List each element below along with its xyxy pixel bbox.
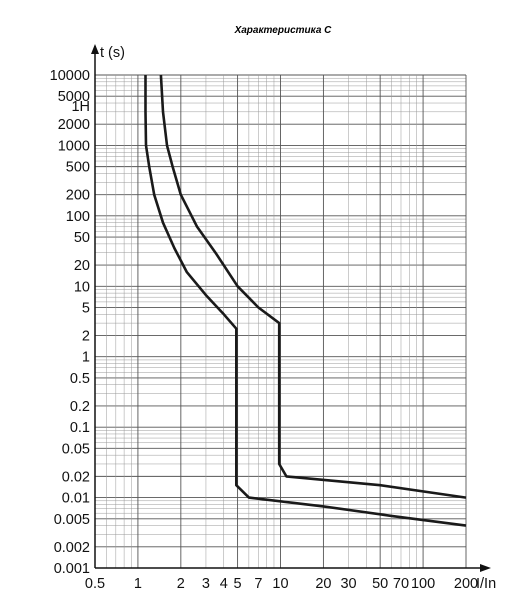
x-tick-label: 3 <box>202 576 210 592</box>
x-tick-label: 70 <box>393 576 409 592</box>
y-tick-label: 0.002 <box>54 540 90 556</box>
y-tick-label: 5000 <box>58 89 90 105</box>
chart-title: Характеристика С <box>234 25 333 36</box>
y-tick-label: 2 <box>82 329 90 345</box>
x-tick-label: 20 <box>315 576 331 592</box>
y-tick-label: 2000 <box>58 117 90 133</box>
y-tick-label: 0.02 <box>62 469 90 485</box>
x-tick-label: 2 <box>177 576 185 592</box>
x-tick-label: 4 <box>220 576 228 592</box>
y-axis-arrow <box>91 44 99 54</box>
y-tick-label: 0.01 <box>62 491 90 507</box>
x-tick-labels: 0.5 1 2 3 4 5 7 10 20 30 50 70 100 200 <box>85 576 478 592</box>
y-tick-label: 20 <box>74 258 90 274</box>
y-tick-label: 10 <box>74 279 90 295</box>
x-axis-arrow <box>480 564 491 572</box>
x-tick-label: 7 <box>254 576 262 592</box>
axes <box>91 44 491 572</box>
curve-1 <box>144 75 467 527</box>
y-tick-label: 10000 <box>50 68 90 84</box>
y-tick-label: 1 <box>82 350 90 366</box>
x-tick-label: 5 <box>234 576 242 592</box>
x-tick-label: 50 <box>372 576 388 592</box>
x-tick-label: 30 <box>340 576 356 592</box>
x-axis-label: I/In <box>476 576 496 592</box>
x-tick-label: 100 <box>411 576 435 592</box>
y-tick-label: 5 <box>82 300 90 316</box>
curve-2 <box>159 74 467 499</box>
y-tick-label: 1H <box>71 99 90 115</box>
y-tick-label: 200 <box>66 188 90 204</box>
x-tick-label: 0.5 <box>85 576 105 592</box>
x-tick-label: 1 <box>134 576 142 592</box>
x-tick-label: 200 <box>454 576 478 592</box>
x-tick-label: 10 <box>272 576 288 592</box>
y-tick-label: 0.005 <box>54 512 90 528</box>
y-tick-label: 0.5 <box>70 371 90 387</box>
curves <box>144 74 467 527</box>
y-tick-label: 100 <box>66 209 90 225</box>
y-tick-label: 50 <box>74 230 90 246</box>
y-axis-label: t (s) <box>100 45 125 61</box>
y-tick-label: 0.1 <box>70 420 90 436</box>
y-tick-label: 500 <box>66 160 90 176</box>
y-tick-label: 0.2 <box>70 399 90 415</box>
y-tick-label: 1000 <box>58 138 90 154</box>
y-tick-label: 0.05 <box>62 441 90 457</box>
y-tick-label: 0.001 <box>54 561 90 577</box>
grid <box>94 74 467 569</box>
